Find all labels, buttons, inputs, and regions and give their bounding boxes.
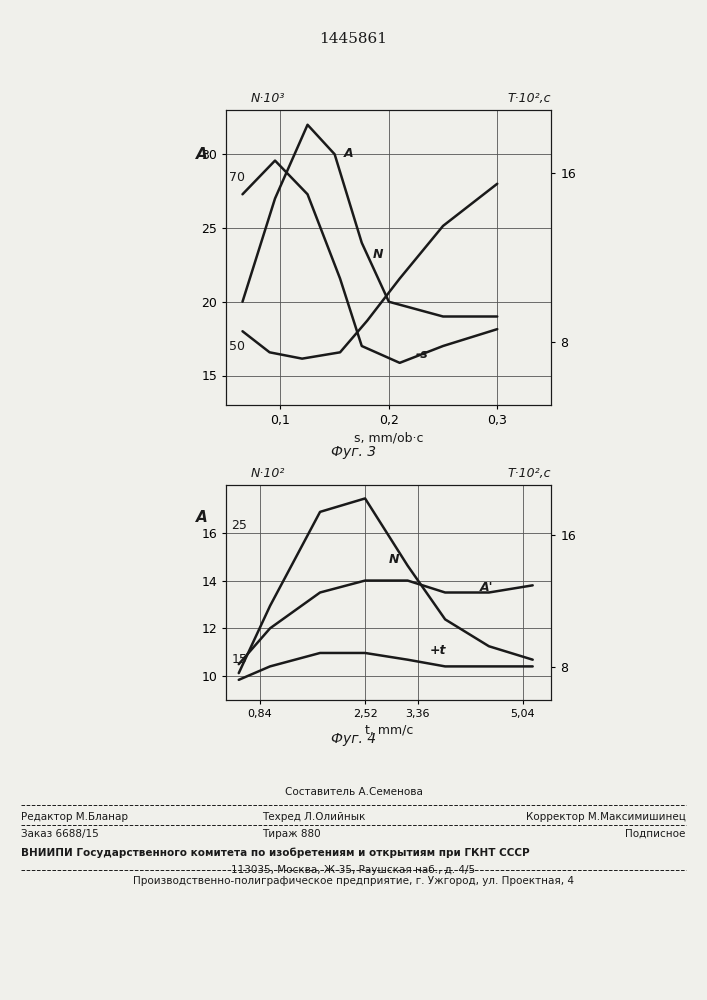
Text: A: A (196, 510, 207, 525)
Text: A: A (344, 147, 353, 160)
Text: 1445861: 1445861 (320, 32, 387, 46)
Text: N·10³: N·10³ (251, 92, 286, 105)
Text: N·10²: N·10² (251, 467, 286, 480)
Text: N: N (389, 553, 399, 566)
Text: +t: +t (430, 644, 446, 657)
Text: Заказ 6688/15: Заказ 6688/15 (21, 829, 99, 839)
Text: 25: 25 (231, 519, 247, 532)
Text: Фуг. 3: Фуг. 3 (331, 445, 376, 459)
Text: 15: 15 (231, 653, 247, 666)
X-axis label: t, mm/c: t, mm/c (365, 723, 413, 736)
Text: T·10²,c: T·10²,c (508, 92, 551, 105)
Text: A': A' (479, 581, 493, 594)
Text: 113035, Москва, Ж-35, Раушская наб., д. 4/5: 113035, Москва, Ж-35, Раушская наб., д. … (231, 865, 476, 875)
Text: Техред Л.Олийнык: Техред Л.Олийнык (262, 812, 365, 822)
Text: N: N (373, 247, 383, 260)
Text: 70: 70 (230, 171, 245, 184)
Text: Составитель А.Семенова: Составитель А.Семенова (284, 787, 423, 797)
Text: Корректор М.Максимишинец: Корректор М.Максимишинец (526, 812, 686, 822)
Text: Редактор М.Бланар: Редактор М.Бланар (21, 812, 128, 822)
Text: Производственно-полиграфическое предприятие, г. Ужгород, ул. Проектная, 4: Производственно-полиграфическое предприя… (133, 876, 574, 886)
Text: 50: 50 (230, 340, 245, 353)
Text: -s: -s (416, 348, 428, 361)
Text: Фуг. 4: Фуг. 4 (331, 732, 376, 746)
X-axis label: s, mm/ob·c: s, mm/ob·c (354, 431, 423, 444)
Text: ВНИИПИ Государственного комитета по изобретениям и открытиям при ГКНТ СССР: ВНИИПИ Государственного комитета по изоб… (21, 847, 530, 857)
Text: Тираж 880: Тираж 880 (262, 829, 320, 839)
Text: A: A (196, 147, 207, 162)
Text: Подписное: Подписное (626, 829, 686, 839)
Text: T·10²,c: T·10²,c (508, 467, 551, 480)
